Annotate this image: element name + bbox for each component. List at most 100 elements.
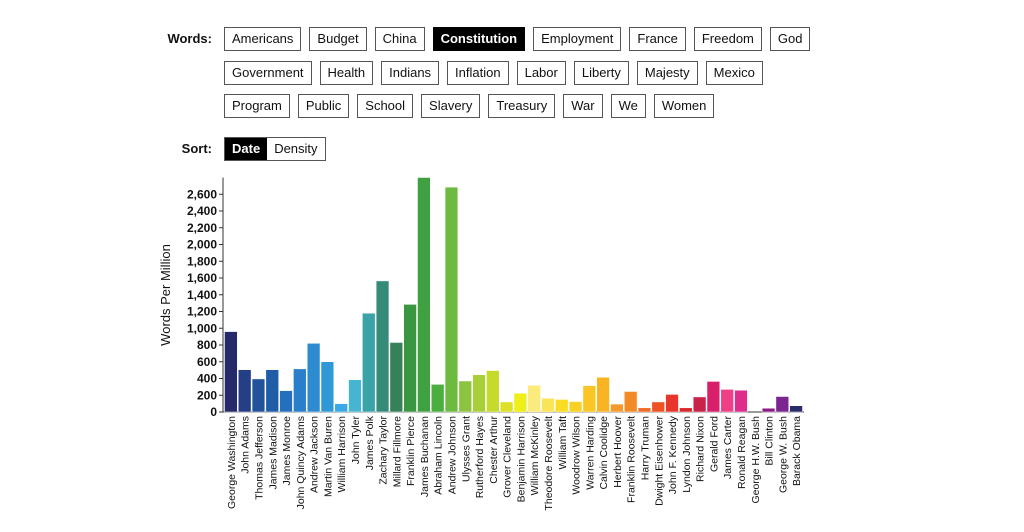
x-tick-label: Gerald Ford xyxy=(708,416,720,472)
x-tick-label: Warren Harding xyxy=(584,416,596,490)
word-button-health[interactable]: Health xyxy=(319,61,374,85)
y-tick-label: 400 xyxy=(197,372,217,386)
x-tick-label: George W. Bush xyxy=(777,416,789,493)
x-tick-label: John Quincy Adams xyxy=(295,416,307,509)
x-tick-label: Richard Nixon xyxy=(695,416,707,482)
bar-william-mckinley xyxy=(527,384,541,413)
x-tick-label: Ulysses Grant xyxy=(460,416,472,482)
sort-density-button[interactable]: Density xyxy=(267,138,325,160)
y-tick-label: 200 xyxy=(197,388,217,402)
x-tick-label: William McKinley xyxy=(529,415,541,495)
bar-gerald-ford xyxy=(706,381,721,413)
word-button-inflation[interactable]: Inflation xyxy=(447,61,509,85)
word-button-france[interactable]: France xyxy=(629,27,686,51)
y-tick-label: 1,200 xyxy=(187,305,217,319)
word-button-liberty[interactable]: Liberty xyxy=(573,61,629,85)
x-tick-label: James Carter xyxy=(722,415,734,479)
bar-harry-truman xyxy=(637,407,652,413)
bar-james-monroe xyxy=(279,390,293,413)
x-tick-label: George H.W. Bush xyxy=(750,416,762,504)
x-tick-label: William Harrison xyxy=(336,416,348,493)
bar-martin-van-buren xyxy=(320,361,335,413)
bar-lyndon-johnson xyxy=(679,407,693,413)
x-tick-label: Benjamin Harrison xyxy=(515,416,527,503)
y-tick-label: 1,800 xyxy=(187,254,217,268)
bar-franklin-roosevelt xyxy=(624,391,638,413)
word-button-constitution[interactable]: Constitution xyxy=(432,27,526,51)
bar-calvin-coolidge xyxy=(596,376,610,413)
bar-andrew-jackson xyxy=(306,343,321,413)
word-button-majesty[interactable]: Majesty xyxy=(636,61,698,85)
x-tick-label: Zachary Taylor xyxy=(378,416,390,485)
word-button-god[interactable]: God xyxy=(769,27,811,51)
word-button-women[interactable]: Women xyxy=(653,94,715,118)
x-tick-label: Franklin Pierce xyxy=(405,416,417,486)
x-tick-label: Millard Fillmore xyxy=(391,416,403,487)
word-button-program[interactable]: Program xyxy=(224,94,290,118)
word-button-budget[interactable]: Budget xyxy=(309,27,367,51)
x-tick-label: Grover Cleveland xyxy=(502,416,514,498)
x-tick-label: Ronald Reagan xyxy=(736,416,748,489)
x-tick-label: James Monroe xyxy=(281,416,293,486)
y-tick-label: 2,200 xyxy=(187,221,217,235)
word-button-china[interactable]: China xyxy=(374,27,425,51)
bar-william-taft xyxy=(555,399,569,413)
word-button-school[interactable]: School xyxy=(357,94,414,118)
bar-thomas-jefferson xyxy=(251,378,266,413)
x-tick-label: Andrew Jackson xyxy=(309,416,321,493)
x-tick-label: Thomas Jefferson xyxy=(253,416,265,500)
words-label: Words: xyxy=(167,31,212,46)
word-button-public[interactable]: Public xyxy=(297,94,350,118)
bar-james-carter xyxy=(720,389,734,413)
y-tick-label: 600 xyxy=(197,355,217,369)
x-tick-label: Chester Arthur xyxy=(488,416,500,484)
sort-date-button[interactable]: Date xyxy=(225,138,268,160)
y-tick-label: 800 xyxy=(197,338,217,352)
x-tick-label: James Madison xyxy=(267,416,279,490)
bar-john-adams xyxy=(238,369,252,413)
x-tick-label: Abraham Lincoln xyxy=(433,416,445,495)
bar-abraham-lincoln xyxy=(431,384,445,413)
bar-woodrow-wilson xyxy=(568,401,583,413)
bar-warren-harding xyxy=(582,385,596,413)
bar-john-quincy-adams xyxy=(293,368,307,413)
x-tick-label: Theodore Roosevelt xyxy=(543,416,555,511)
word-button-treasury[interactable]: Treasury xyxy=(488,94,556,118)
word-button-americans[interactable]: Americans xyxy=(224,27,302,51)
sort-toggle: Date Density xyxy=(224,137,326,161)
bar-franklin-pierce xyxy=(403,304,417,413)
bar-william-harrison xyxy=(334,403,348,413)
x-tick-label: James Buchanan xyxy=(419,416,431,497)
x-tick-label: Barack Obama xyxy=(791,416,803,486)
word-button-war[interactable]: War xyxy=(563,94,603,118)
word-button-employment[interactable]: Employment xyxy=(533,27,622,51)
sort-label: Sort: xyxy=(181,141,212,156)
y-tick-label: 1,000 xyxy=(187,321,217,335)
x-tick-label: Martin Van Buren xyxy=(322,416,334,497)
x-tick-label: John Tyler xyxy=(350,415,362,464)
word-button-we[interactable]: We xyxy=(610,94,646,118)
bar-dwight-eisenhower xyxy=(651,401,665,413)
word-button-government[interactable]: Government xyxy=(224,61,312,85)
bar-theodore-roosevelt xyxy=(541,397,555,413)
x-tick-label: James Polk xyxy=(364,415,376,470)
word-button-freedom[interactable]: Freedom xyxy=(693,27,762,51)
word-row-1: Americans Budget China Constitution Employme… xyxy=(224,27,811,51)
x-tick-label: John Adams xyxy=(240,416,252,474)
x-tick-label: Calvin Coolidge xyxy=(598,416,610,490)
x-tick-label: John F. Kennedy xyxy=(667,415,679,494)
word-row-2: Government Health Indians Inflation Labor Lib… xyxy=(224,61,763,85)
bar-herbert-hoover xyxy=(610,403,624,413)
bar-benjamin-harrison xyxy=(513,392,528,413)
word-button-indians[interactable]: Indians xyxy=(381,61,440,85)
bar-james-buchanan xyxy=(417,177,431,413)
bar-bill-clinton xyxy=(761,407,776,413)
y-tick-label: 2,000 xyxy=(187,238,217,252)
word-button-slavery[interactable]: Slavery xyxy=(421,94,481,118)
word-button-mexico[interactable]: Mexico xyxy=(705,61,763,85)
bar-james-polk xyxy=(362,312,376,413)
bar-barack-obama xyxy=(789,405,803,413)
bar-millard-fillmore xyxy=(389,342,403,413)
word-button-labor[interactable]: Labor xyxy=(516,61,566,85)
